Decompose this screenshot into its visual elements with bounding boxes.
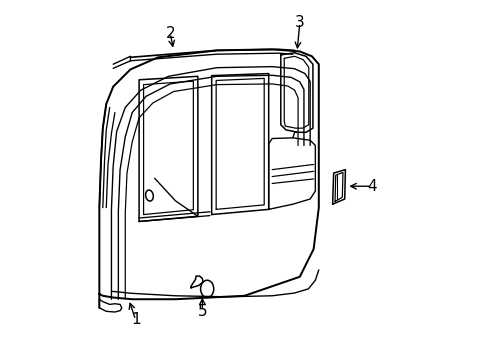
Text: 3: 3 bbox=[294, 15, 304, 30]
Text: 2: 2 bbox=[165, 26, 175, 41]
Text: 1: 1 bbox=[131, 312, 140, 328]
Text: 5: 5 bbox=[197, 304, 207, 319]
Text: 4: 4 bbox=[367, 179, 376, 194]
